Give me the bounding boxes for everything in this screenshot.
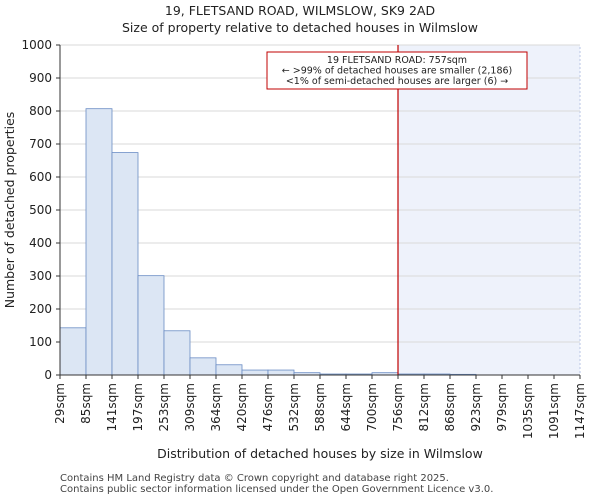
footer-copyright: Contains HM Land Registry data © Crown c… <box>60 473 449 484</box>
histogram-bar <box>267 369 295 376</box>
x-tick-label: 979sqm <box>495 383 509 431</box>
histogram-bar <box>215 364 243 376</box>
x-tick-label: 85sqm <box>79 383 93 424</box>
x-tick-label: 197sqm <box>131 383 145 431</box>
y-tick-label: 600 <box>29 170 52 184</box>
y-tick-label: 400 <box>29 236 52 250</box>
y-tick-label: 700 <box>29 137 52 151</box>
y-tick-label: 500 <box>29 203 52 217</box>
x-tick-label: 476sqm <box>261 383 275 431</box>
axes: 0 100 200 300 400 500 600 700 800 900 1000 29sqm 85s… <box>21 38 587 439</box>
histogram-bar <box>163 330 191 376</box>
gridlines <box>60 44 580 376</box>
x-tick-label: 253sqm <box>157 383 171 431</box>
x-tick-label: 532sqm <box>287 383 301 431</box>
histogram-bar <box>111 152 139 376</box>
x-tick-label: 29sqm <box>53 383 67 424</box>
x-tick-label: 420sqm <box>235 383 249 431</box>
chart-subtitle: Size of property relative to detached ho… <box>122 20 478 35</box>
x-tick-label: 588sqm <box>313 383 327 431</box>
y-tick-label: 900 <box>29 71 52 85</box>
y-tick-label: 800 <box>29 104 52 118</box>
y-axis-label: Number of detached properties <box>2 112 17 309</box>
x-tick-label: 812sqm <box>417 383 431 431</box>
histogram-bar <box>85 108 113 376</box>
bars <box>59 108 477 376</box>
annotation-line-2: ← >99% of detached houses are smaller (2… <box>282 66 513 77</box>
x-tick-label: 309sqm <box>183 383 197 431</box>
x-tick-label: 700sqm <box>365 383 379 431</box>
annotation-line-3: <1% of semi-detached houses are larger (… <box>286 76 508 87</box>
chart-title: 19, FLETSAND ROAD, WILMSLOW, SK9 2AD <box>164 3 436 18</box>
x-tick-label: 1147sqm <box>573 383 587 439</box>
y-tick-label: 0 <box>44 368 52 382</box>
x-tick-label: 1035sqm <box>521 383 535 439</box>
x-tick-label: 868sqm <box>443 383 457 431</box>
y-tick-label: 300 <box>29 269 52 283</box>
histogram-bar <box>137 275 165 376</box>
histogram-bar <box>189 357 217 376</box>
property-annotation: 19 FLETSAND ROAD: 757sqm ← >99% of detac… <box>266 51 528 90</box>
x-tick-label: 1091sqm <box>547 383 561 439</box>
x-tick-label: 364sqm <box>209 383 223 431</box>
x-axis-label: Distribution of detached houses by size … <box>157 446 483 461</box>
x-tick-label: 141sqm <box>105 383 119 431</box>
y-tick-label: 100 <box>29 335 52 349</box>
footer-licence: Contains public sector information licen… <box>60 484 494 495</box>
annotation-line-1: 19 FLETSAND ROAD: 757sqm <box>327 55 467 66</box>
x-tick-label: 644sqm <box>339 383 353 431</box>
y-tick-label: 1000 <box>21 38 52 52</box>
x-tick-label: 923sqm <box>469 383 483 431</box>
histogram-bar <box>59 327 87 376</box>
annotation-box <box>266 51 528 90</box>
x-tick-label: 756sqm <box>391 383 405 431</box>
histogram-bar <box>241 369 269 376</box>
y-tick-label: 200 <box>29 302 52 316</box>
